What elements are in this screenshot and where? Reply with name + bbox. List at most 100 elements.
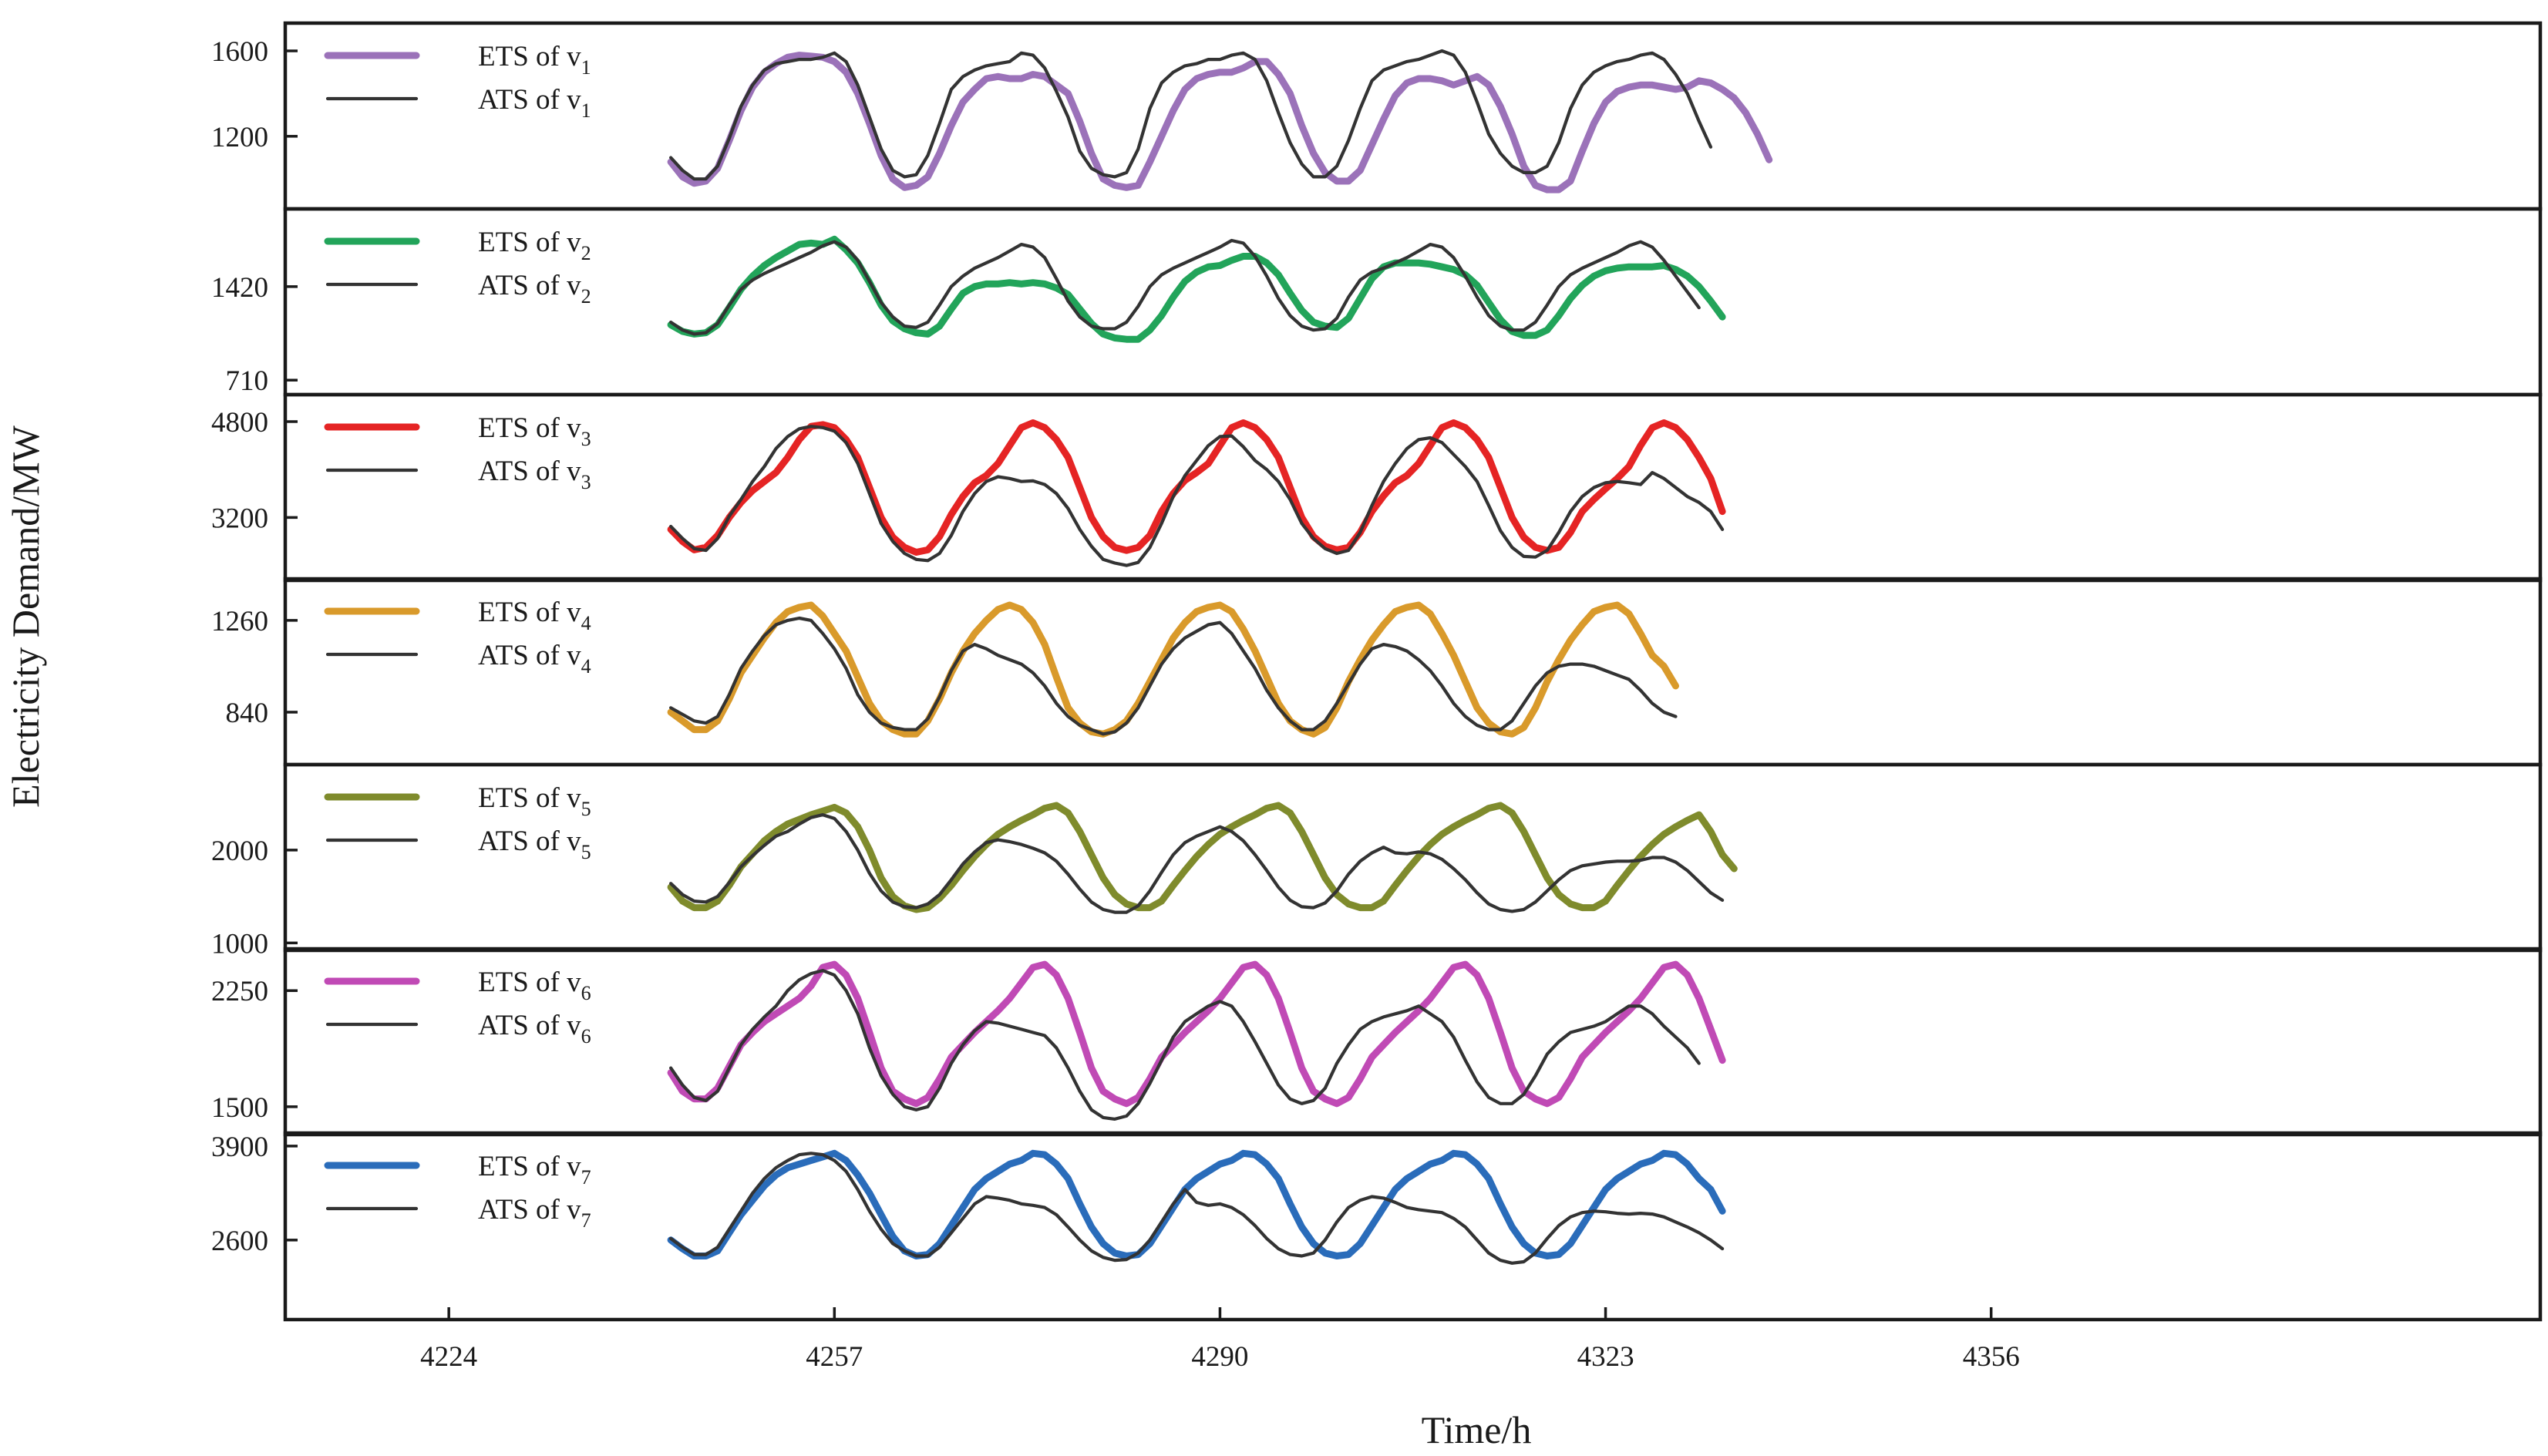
x-tick-label: 4323 [1577,1341,1634,1373]
series-group-v1 [667,49,1773,193]
x-tick-label: 4290 [1191,1341,1248,1373]
legend-label-v7: ETS of v7 [478,1151,591,1189]
legend-text: ETS of v [478,41,581,72]
ats-line-v7 [668,1152,1725,1265]
y-tick-label-v1: 1200 [211,122,268,153]
legend-subscript: 6 [581,1025,591,1047]
series-group-v3 [667,419,1726,567]
ats-line-v6 [668,968,1701,1121]
panel-frame-v3 [283,392,2543,583]
y-tick-label-v1: 1600 [211,36,268,68]
legend-text: ETS of v [478,782,581,814]
legend-label-v3: ETS of v3 [478,412,591,450]
x-axis-label: Time/h [1422,1408,1532,1451]
legend-text: ATS of v [478,1194,581,1226]
legend-label-v4: ETS of v4 [478,597,591,634]
legend-text: ATS of v [478,270,581,301]
ets-line-v2 [667,235,1726,343]
ats-line-v5 [668,812,1725,914]
legend-text: ETS of v [478,412,581,444]
legend-text: ETS of v [478,227,581,258]
y-tick-label-v6: 2250 [211,976,268,1007]
y-tick-label-v6: 1500 [211,1092,268,1124]
legend-text: ATS of v [478,84,581,116]
legend-label-v2: ETS of v2 [478,227,591,264]
ats-line-v1 [668,49,1713,181]
y-tick-label-v3: 3200 [211,503,268,534]
y-tick-label-v3: 4800 [211,407,268,439]
legend-subscript: 3 [581,471,591,493]
legend-label-v2: ATS of v2 [478,270,591,308]
legend-subscript: 6 [581,982,591,1004]
ats-line-v4 [668,616,1678,736]
x-tick-label: 4257 [806,1341,863,1373]
y-tick-label-v7: 3900 [211,1132,268,1163]
ets-line-v7 [667,1149,1726,1259]
legend-label-v1: ETS of v1 [478,41,591,79]
legend-label-v5: ATS of v5 [478,826,591,863]
legend-label-v5: ETS of v5 [478,782,591,820]
legend-text: ATS of v [478,456,581,487]
series-group-v7 [667,1149,1726,1265]
legend-subscript: 4 [581,655,591,678]
legend-subscript: 5 [581,798,591,820]
panel-frame-v1 [283,21,2543,211]
series-group-v4 [667,601,1679,738]
legend-subscript: 3 [581,428,591,450]
legend-subscript: 7 [581,1209,591,1232]
y-tick-label-v2: 1420 [211,272,268,304]
panel-frame-v5 [283,762,2543,953]
ats-line-v3 [668,425,1725,567]
legend-text: ETS of v [478,967,581,998]
panel-frame-v7 [283,1131,2543,1322]
legend-subscript: 1 [581,99,591,122]
panel-frame-v2 [283,207,2543,397]
x-axis: 4224 4257 4290 4323 4356 [420,1307,2020,1373]
legend-label-v3: ATS of v3 [478,456,591,493]
legend-text: ETS of v [478,597,581,628]
y-axis-label: Electricity Demand/MW [4,425,47,807]
legend-subscript: 4 [581,612,591,634]
legend-text: ATS of v [478,640,581,671]
legend-subscript: 2 [581,242,591,264]
legend-label-v1: ATS of v1 [478,84,591,122]
series-group-v5 [667,802,1738,914]
legend-subscript: 7 [581,1166,591,1189]
panel-frame-v6 [283,947,2543,1137]
legend-label-v6: ATS of v6 [478,1010,591,1047]
legend-label-v6: ETS of v6 [478,967,591,1004]
x-tick-label: 4356 [1963,1341,2020,1373]
ets-line-v1 [667,52,1773,193]
y-tick-label-v5: 2000 [211,836,268,867]
legend-label-v7: ATS of v7 [478,1194,591,1232]
legend-text: ETS of v [478,1151,581,1182]
legend-text: ATS of v [478,826,581,857]
ets-line-v4 [667,601,1679,738]
legend-subscript: 2 [581,285,591,308]
ets-line-v5 [667,802,1738,913]
legend-subscript: 1 [581,56,591,79]
y-tick-label-v7: 2600 [211,1226,268,1257]
y-tick-label-v4: 840 [226,698,269,729]
ets-line-v3 [667,419,1726,556]
x-tick-label: 4224 [420,1341,477,1373]
legend-label-v4: ATS of v4 [478,640,591,678]
series-group-v2 [667,235,1726,343]
y-tick-label-v4: 1260 [211,606,268,637]
y-tick-label-v5: 1000 [211,928,268,960]
y-tick-label-v2: 710 [226,365,269,397]
legend-subscript: 5 [581,841,591,863]
series-group-v6 [667,960,1726,1121]
legend-text: ATS of v [478,1010,581,1041]
ats-line-v2 [668,238,1701,336]
ets-line-v6 [667,960,1726,1108]
